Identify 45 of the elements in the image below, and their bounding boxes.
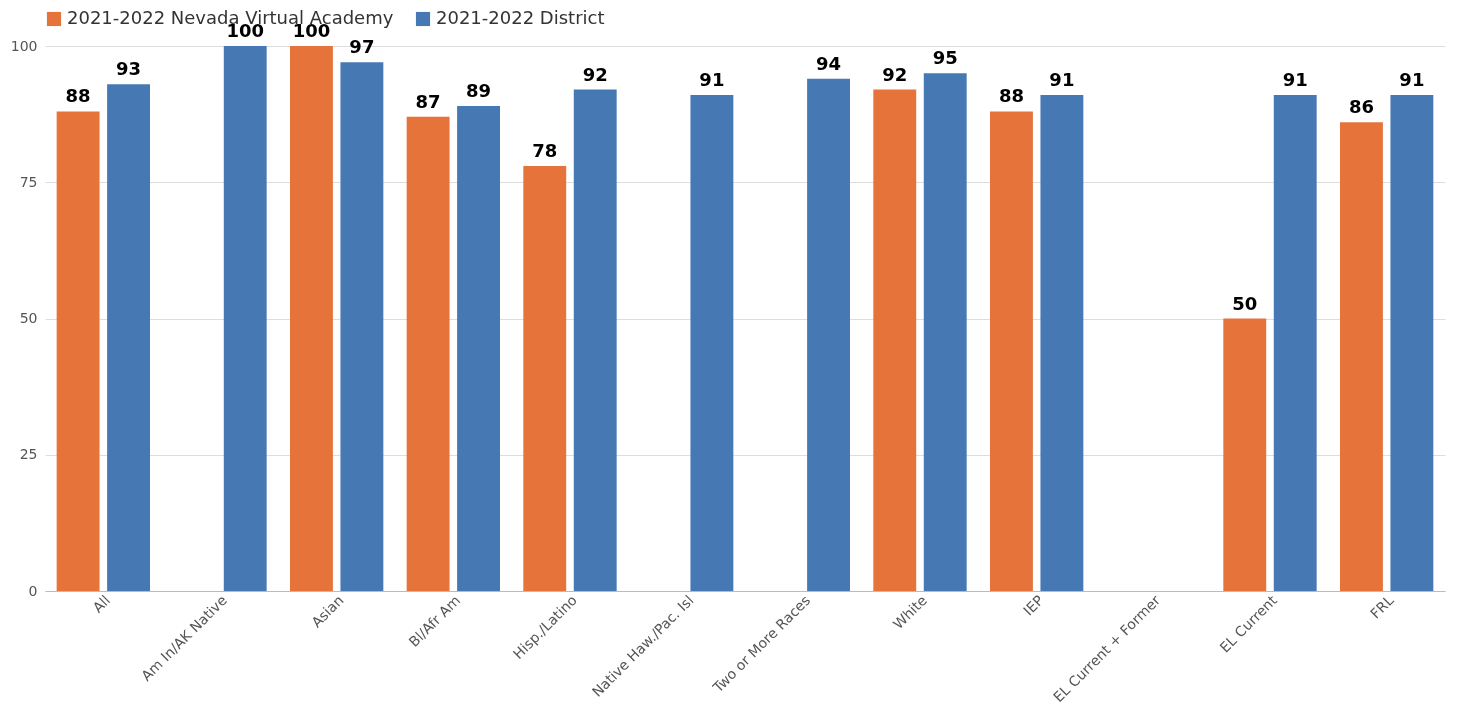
- bar: [873, 89, 917, 591]
- data-label: 91: [1049, 69, 1075, 91]
- x-tick-label: IEP: [1020, 592, 1047, 619]
- legend-label: 2021-2022 District: [436, 7, 605, 28]
- data-label: 91: [1399, 69, 1425, 91]
- data-label: 97: [349, 36, 375, 58]
- bar: [1340, 122, 1383, 591]
- bar: [457, 105, 500, 591]
- data-label: 50: [1232, 292, 1258, 314]
- data-label: 94: [816, 52, 842, 74]
- data-label: 93: [116, 58, 142, 80]
- x-tick-label: FRL: [1367, 591, 1397, 622]
- y-tick-label: 75: [19, 173, 38, 190]
- data-label: 89: [466, 79, 492, 101]
- bar: [573, 89, 617, 591]
- bar: [990, 111, 1033, 591]
- data-label: 88: [65, 85, 91, 107]
- y-tick-label: 25: [19, 446, 38, 463]
- x-tick-label: All: [89, 592, 114, 616]
- data-label: 92: [882, 63, 908, 85]
- data-label: 91: [1282, 69, 1308, 91]
- bar: [340, 62, 384, 591]
- bar: [1223, 318, 1267, 591]
- bar: [107, 84, 150, 591]
- data-label: 92: [582, 63, 608, 85]
- data-label: 88: [998, 85, 1024, 107]
- y-tick-label: 50: [19, 310, 38, 326]
- bar: [223, 46, 267, 591]
- bar: [56, 111, 100, 591]
- bar: [523, 165, 567, 591]
- data-label: 87: [415, 90, 441, 112]
- bar: [1040, 95, 1084, 591]
- y-tick-label: 100: [10, 37, 38, 54]
- y-tick-label: 0: [28, 582, 38, 599]
- data-label: 95: [932, 47, 958, 69]
- bar: [807, 78, 850, 591]
- data-label: 78: [532, 139, 558, 161]
- data-label: 86: [1348, 96, 1374, 118]
- bar: [923, 73, 967, 591]
- bar: [690, 95, 734, 591]
- bar: [1273, 95, 1317, 591]
- data-label: 91: [699, 69, 725, 91]
- bar: [290, 46, 333, 591]
- bar: [1390, 95, 1434, 591]
- bar: [406, 116, 450, 591]
